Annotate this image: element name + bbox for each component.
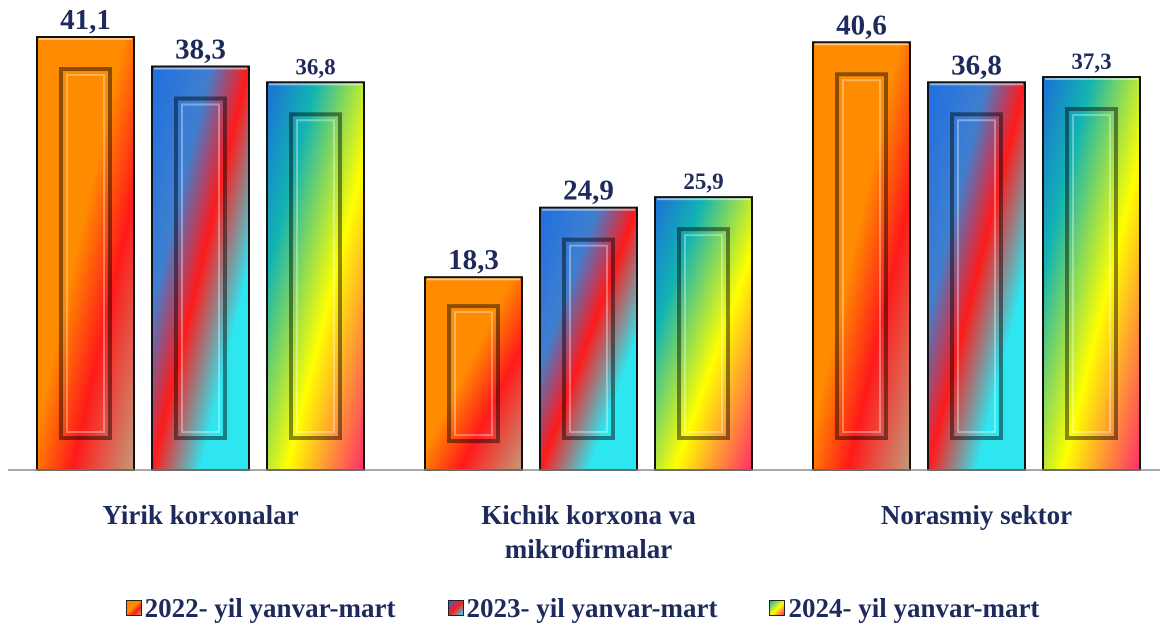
value-label-2024-3: 37,3 — [1071, 49, 1111, 74]
category-label-3: Norasmiy sektor — [881, 500, 1072, 530]
value-label-2022-3: 40,6 — [836, 9, 887, 41]
value-label-2022-2: 18,3 — [448, 244, 499, 276]
bar-2023-3 — [928, 82, 1025, 470]
value-label-2023-3: 36,8 — [951, 49, 1002, 81]
bar-2024-3 — [1043, 77, 1140, 470]
chart-plot: 41,1 38,3 36,8 18,3 24,9 25,9 40,6 36,8 37,3 Yir… — [0, 0, 1165, 590]
legend-swatch-2024 — [769, 600, 785, 616]
category-label-1: Yirik korxonalar — [102, 500, 298, 530]
value-label-2024-2: 25,9 — [683, 169, 723, 194]
value-label-2024-1: 36,8 — [295, 54, 335, 79]
legend-item-2022: 2022- yil yanvar-mart — [126, 593, 396, 624]
legend-swatch-2023 — [448, 600, 464, 616]
legend-item-2024: 2024- yil yanvar-mart — [769, 593, 1039, 624]
bar-2022-2 — [425, 277, 522, 470]
category-label-2: Kichik korxona va mikrofirmalar — [481, 500, 696, 564]
bar-2024-1 — [267, 82, 364, 470]
legend-label-2024: 2024- yil yanvar-mart — [788, 593, 1039, 624]
bar-2023-2 — [540, 208, 637, 470]
legend: 2022- yil yanvar-mart 2023- yil yanvar-m… — [0, 592, 1165, 624]
value-label-2023-2: 24,9 — [563, 175, 614, 207]
bar-2024-2 — [655, 197, 752, 470]
legend-swatch-2022 — [126, 600, 142, 616]
value-label-2022-1: 41,1 — [60, 4, 111, 36]
bar-2022-1 — [37, 37, 134, 470]
legend-label-2022: 2022- yil yanvar-mart — [145, 593, 396, 624]
legend-item-2023: 2023- yil yanvar-mart — [448, 593, 718, 624]
legend-label-2023: 2023- yil yanvar-mart — [467, 593, 718, 624]
bar-2023-1 — [152, 66, 249, 470]
value-label-2023-1: 38,3 — [175, 33, 226, 65]
bar-2022-3 — [813, 42, 910, 470]
